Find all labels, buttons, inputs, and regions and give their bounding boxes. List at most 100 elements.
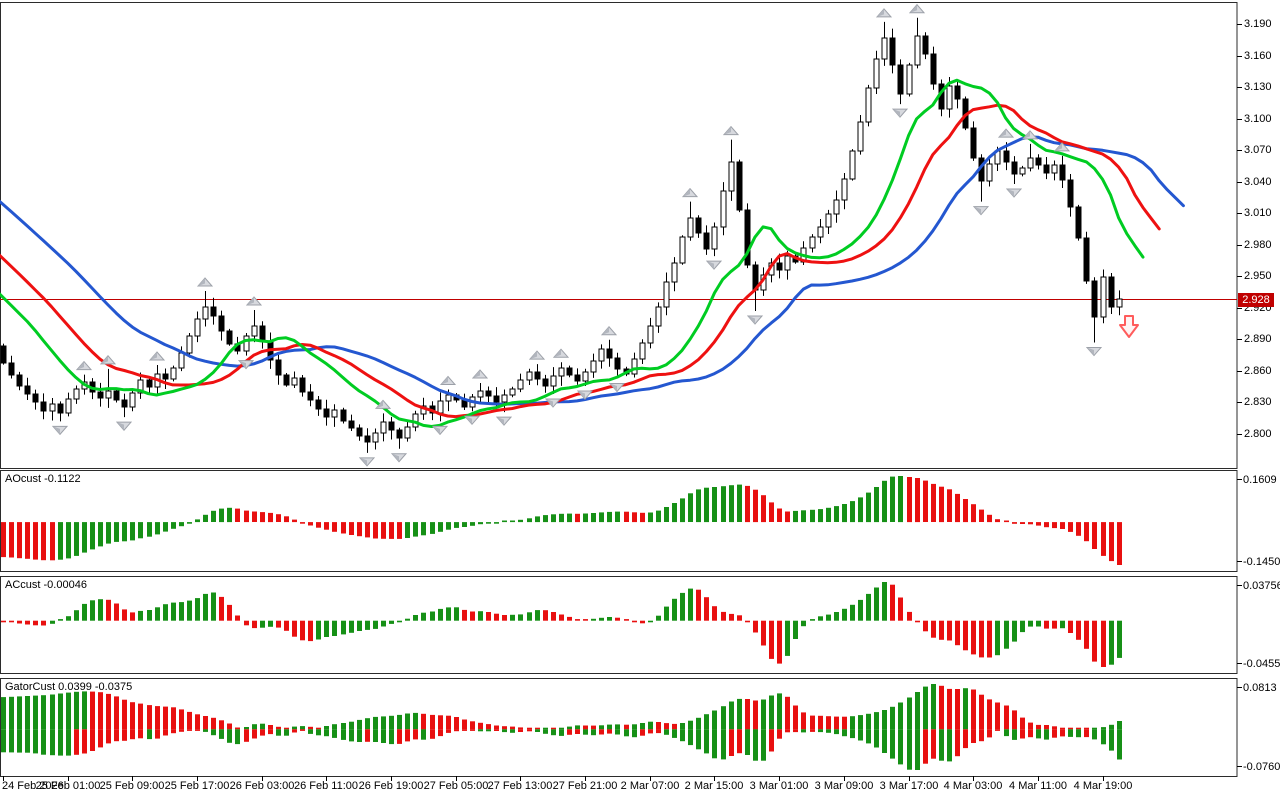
gator-histogram-bar [1060, 727, 1065, 730]
ac-histogram-bar [1076, 620, 1081, 640]
ao-histogram-bar [672, 503, 677, 523]
candle-body [1003, 150, 1010, 163]
gator-histogram-bar [308, 726, 313, 730]
gator-histogram-bar [931, 684, 936, 730]
ao-histogram-bar [1052, 522, 1057, 529]
gator-histogram-bar [163, 729, 168, 736]
gator-histogram-bar [826, 716, 831, 730]
ao-histogram-bar [737, 484, 742, 522]
ao-histogram-bar [1044, 522, 1049, 528]
gator-histogram-bar [219, 720, 224, 730]
sell-signal-arrow-icon [1119, 315, 1139, 338]
price-tick-label: 3.100 [1244, 113, 1272, 125]
indicator-label-gatorcust[interactable]: GatorCust 0.0399 -0.0375 [5, 681, 133, 693]
ao-histogram-bar [769, 502, 774, 522]
ao-histogram-bar [575, 513, 580, 523]
gator-histogram-bar [66, 692, 71, 730]
ac-histogram-bar [260, 620, 265, 628]
ao-histogram-bar [252, 511, 257, 522]
ac-histogram-bar [1036, 620, 1041, 627]
gator-histogram-bar [850, 729, 855, 739]
candle-body [703, 232, 710, 250]
indicator-pane-border-0 [0, 470, 1238, 572]
gator-histogram-bar [793, 729, 798, 733]
gator-histogram-bar [607, 724, 612, 730]
ao-histogram-bar [276, 514, 281, 522]
candle-body [574, 374, 581, 382]
ac-histogram-bar [1117, 620, 1122, 658]
ao-histogram-bar [551, 514, 556, 523]
ac-histogram-bar [1028, 620, 1033, 627]
gator-histogram-bar [834, 716, 839, 730]
ao-histogram-bar [543, 515, 548, 523]
candle-body [65, 398, 72, 414]
gator-histogram-bar [915, 692, 920, 730]
fractal-shade [683, 188, 690, 197]
gator-histogram-bar [753, 700, 758, 730]
price-tick-label: 2.890 [1244, 333, 1272, 345]
ac-histogram-bar [1084, 620, 1089, 649]
ao-histogram-bar [405, 522, 410, 538]
ao-histogram-bar [66, 522, 71, 559]
candle-body [340, 409, 347, 422]
time-tick-label: 27 Feb 05:00 [423, 780, 489, 792]
gator-histogram-bar [74, 729, 79, 755]
ac-histogram-bar [381, 620, 386, 627]
price-axis[interactable]: 3.190 3.160 3.130 3.100 3.070 3.040 3.010 2.980… [1238, 0, 1280, 776]
gator-histogram-bar [858, 729, 863, 741]
ao-histogram-bar [931, 483, 936, 522]
ac-scale-min: -0.04559 [1243, 658, 1280, 670]
gator-histogram-bar [518, 727, 523, 730]
gator-histogram-bar [413, 729, 418, 740]
fractal-shade [360, 457, 367, 466]
gator-histogram-bar [543, 729, 548, 734]
gator-scale-min: -0.0760 [1243, 761, 1280, 773]
ao-histogram-bar [163, 522, 168, 532]
gator-histogram-bar [672, 729, 677, 738]
gator-histogram-bar [106, 693, 111, 730]
ao-histogram-bar [365, 522, 370, 538]
ao-histogram-bar [793, 510, 798, 523]
gator-histogram-bar [947, 688, 952, 730]
gator-histogram-bar [1076, 727, 1081, 730]
gator-histogram-bar [1012, 729, 1017, 740]
indicator-label-accust[interactable]: ACcust -0.00046 [5, 579, 87, 591]
candle-body [178, 352, 185, 369]
ao-histogram-bar [1117, 522, 1122, 565]
ac-histogram-bar [203, 593, 208, 621]
ac-histogram-bar [874, 587, 879, 621]
candle-body [1108, 276, 1115, 308]
ac-histogram [1, 582, 1122, 667]
time-axis[interactable]: 24 Feb 2026 25 Feb 01:00 25 Feb 09:00 25 Fe… [0, 776, 1280, 800]
price-tick-label: 2.980 [1244, 239, 1272, 251]
gator-histogram-bar [769, 695, 774, 730]
candle-body [526, 371, 533, 381]
indicator-label-aocust[interactable]: AOcust -0.1122 [5, 473, 81, 485]
gator-histogram-bar [155, 729, 160, 739]
gator-histogram-bar [316, 727, 321, 730]
ac-histogram-bar [510, 614, 515, 621]
gator-histogram-bar [292, 726, 297, 730]
gator-histogram-bar [462, 729, 467, 731]
ao-histogram-bar [155, 522, 160, 535]
gator-histogram-bar [866, 713, 871, 730]
ac-histogram-bar [1068, 620, 1073, 633]
gator-histogram-bar [1052, 729, 1057, 738]
gator-histogram-bar [680, 729, 685, 742]
ac-histogram-bar [106, 599, 111, 621]
gator-histogram-bar [405, 729, 410, 742]
ac-histogram-bar [138, 610, 143, 621]
ao-histogram-bar [915, 478, 920, 523]
ao-histogram-bar [1004, 520, 1009, 523]
gator-histogram-bar [114, 696, 119, 730]
ac-histogram-bar [987, 620, 992, 658]
gator-histogram-bar [1028, 722, 1033, 730]
ac-histogram-bar [947, 620, 952, 641]
ac-histogram-bar [147, 610, 152, 621]
gator-histogram-bar [907, 697, 912, 730]
candle-body [1043, 164, 1050, 174]
candle-body [445, 394, 452, 402]
ac-histogram-bar [341, 620, 346, 635]
ac-histogram-bar [155, 607, 160, 621]
